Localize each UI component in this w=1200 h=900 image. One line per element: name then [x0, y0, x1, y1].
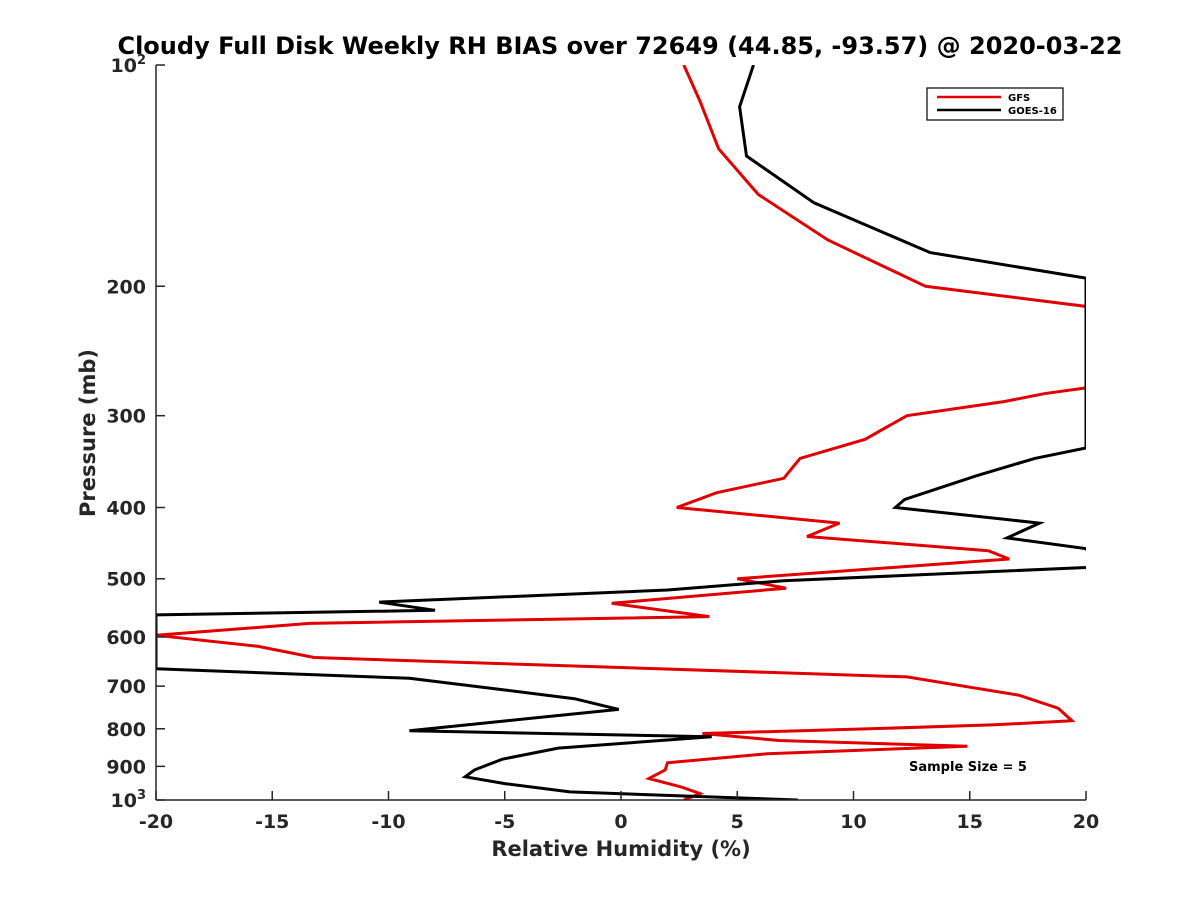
y-tick-label: 300: [106, 406, 146, 428]
series-line-gfs: [156, 65, 1086, 800]
legend-label-gfs: GFS: [1008, 93, 1030, 104]
legend-label-goes16: GOES-16: [1008, 106, 1057, 117]
x-tick-label: 15: [957, 811, 983, 833]
x-tick-label: -5: [494, 811, 515, 833]
x-tick-label: -15: [255, 811, 289, 833]
y-tick-label: 800: [106, 719, 146, 741]
y-tick-label: 200: [106, 276, 146, 298]
y-tick-label: 500: [106, 569, 146, 591]
x-axis-label: Relative Humidity (%): [491, 837, 750, 861]
y-tick-label: 600: [106, 627, 146, 649]
x-tick-label: 10: [840, 811, 866, 833]
series-line-goes16: [156, 65, 1086, 800]
x-tick-label: -20: [139, 811, 173, 833]
y-tick-label: 103: [111, 788, 147, 812]
x-tick-label: -10: [371, 811, 405, 833]
x-tick-label: 20: [1073, 811, 1099, 833]
ticks-layer: -20 -15 -10 -5 0 5 10 15 20 102 200 300 400 500 600 700…: [106, 53, 1099, 833]
chart-title: Cloudy Full Disk Weekly RH BIAS over 726…: [117, 32, 1122, 60]
y-tick-label: 102: [111, 53, 147, 77]
y-tick-label: 700: [106, 676, 146, 698]
plot-area: [156, 65, 1086, 800]
series-layer: [156, 65, 1086, 800]
y-tick-label: 400: [106, 498, 146, 520]
x-tick-label: 0: [614, 811, 627, 833]
y-tick-label: 900: [106, 756, 146, 778]
y-axis-label: Pressure (mb): [76, 349, 100, 517]
x-tick-label: 5: [731, 811, 744, 833]
sample-size-annotation: Sample Size = 5: [909, 760, 1027, 775]
legend: GFS GOES-16: [926, 87, 1064, 121]
legend-box: [926, 87, 1064, 121]
